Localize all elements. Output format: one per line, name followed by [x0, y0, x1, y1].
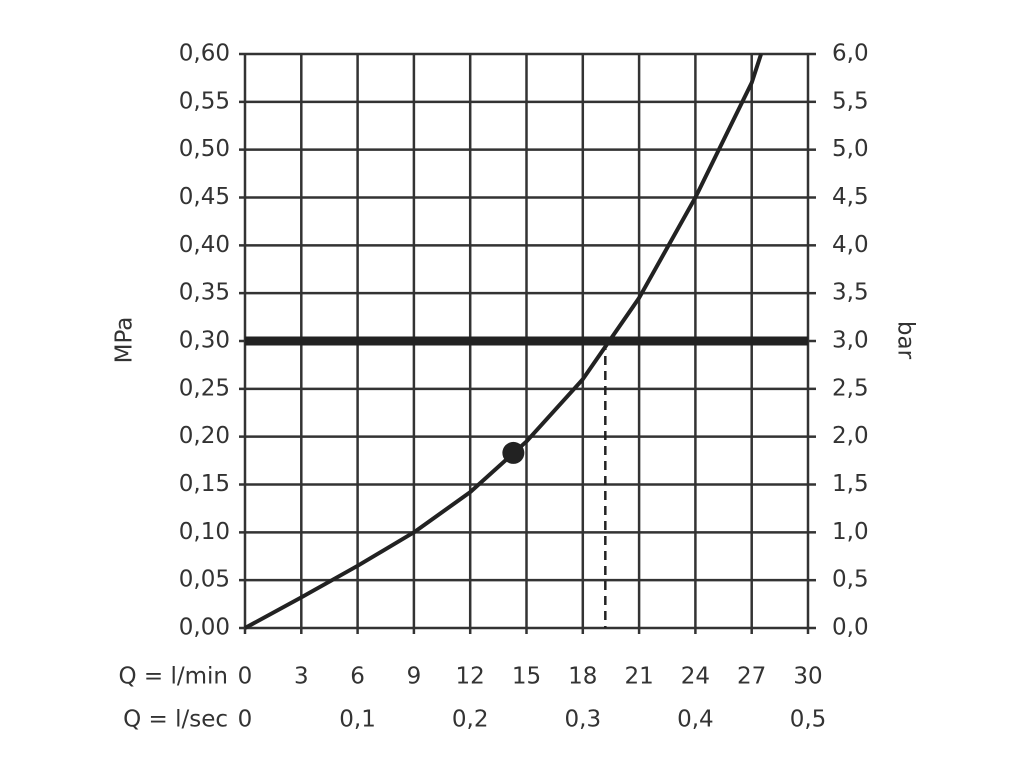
curve: [244, 53, 763, 630]
y-tick-label: 0,00: [179, 615, 230, 641]
y-tick-label: 0,15: [179, 471, 230, 497]
y2-tick-label: 5,5: [832, 88, 869, 114]
y-tick-label: 0,25: [179, 375, 230, 401]
x-tick-label: 12: [456, 664, 485, 690]
y-axis-label: MPa: [112, 317, 138, 364]
y-tick-label: 0,45: [179, 184, 230, 210]
x-tick-label: 15: [512, 664, 541, 690]
x-tick-label: 9: [407, 664, 422, 690]
y-tick-label: 0,30: [179, 328, 230, 354]
x2-tick-label: 0,5: [790, 707, 827, 733]
y2-tick-label: 0,0: [832, 615, 869, 641]
y-tick-label: 0,50: [179, 136, 230, 162]
y-tick-label: 0,10: [179, 519, 230, 545]
x-tick-label: 21: [624, 664, 653, 690]
y2-tick-label: 3,0: [832, 328, 869, 354]
x-tick-label: 30: [793, 664, 822, 690]
y-tick-label: 0,05: [179, 567, 230, 593]
y2-tick-label: 1,0: [832, 519, 869, 545]
y-tick-label: 0,20: [179, 423, 230, 449]
x2-tick-label: 0,3: [565, 707, 602, 733]
x-tick-label: 6: [350, 664, 365, 690]
y2-tick-label: 2,5: [832, 375, 869, 401]
y-tick-label: 0,35: [179, 280, 230, 306]
x-tick-label: 24: [681, 664, 710, 690]
y2-axis-label: bar: [893, 321, 919, 360]
y-tick-label: 0,40: [179, 232, 230, 258]
y2-tick-label: 2,0: [832, 423, 869, 449]
y2-tick-label: 3,5: [832, 280, 869, 306]
x2-tick-label: 0,1: [339, 707, 376, 733]
y2-tick-label: 5,0: [832, 136, 869, 162]
y-tick-label: 0,60: [179, 41, 230, 67]
y2-tick-label: 4,0: [832, 232, 869, 258]
x2-tick-label: 0,4: [677, 707, 714, 733]
operating-point: [502, 441, 525, 464]
y2-tick-label: 4,5: [832, 184, 869, 210]
x2-axis-label: Q = l/sec: [123, 707, 228, 733]
x2-tick-label: 0: [238, 707, 253, 733]
y2-tick-label: 0,5: [832, 567, 869, 593]
x-tick-label: 0: [238, 664, 253, 690]
y-tick-label: 0,55: [179, 88, 230, 114]
y2-tick-label: 1,5: [832, 471, 869, 497]
x-tick-label: 18: [568, 664, 597, 690]
x2-tick-label: 0,2: [452, 707, 489, 733]
x-axis-label: Q = l/min: [118, 664, 228, 690]
x-tick-label: 3: [294, 664, 309, 690]
x-tick-label: 27: [737, 664, 766, 690]
y2-tick-label: 6,0: [832, 41, 869, 67]
